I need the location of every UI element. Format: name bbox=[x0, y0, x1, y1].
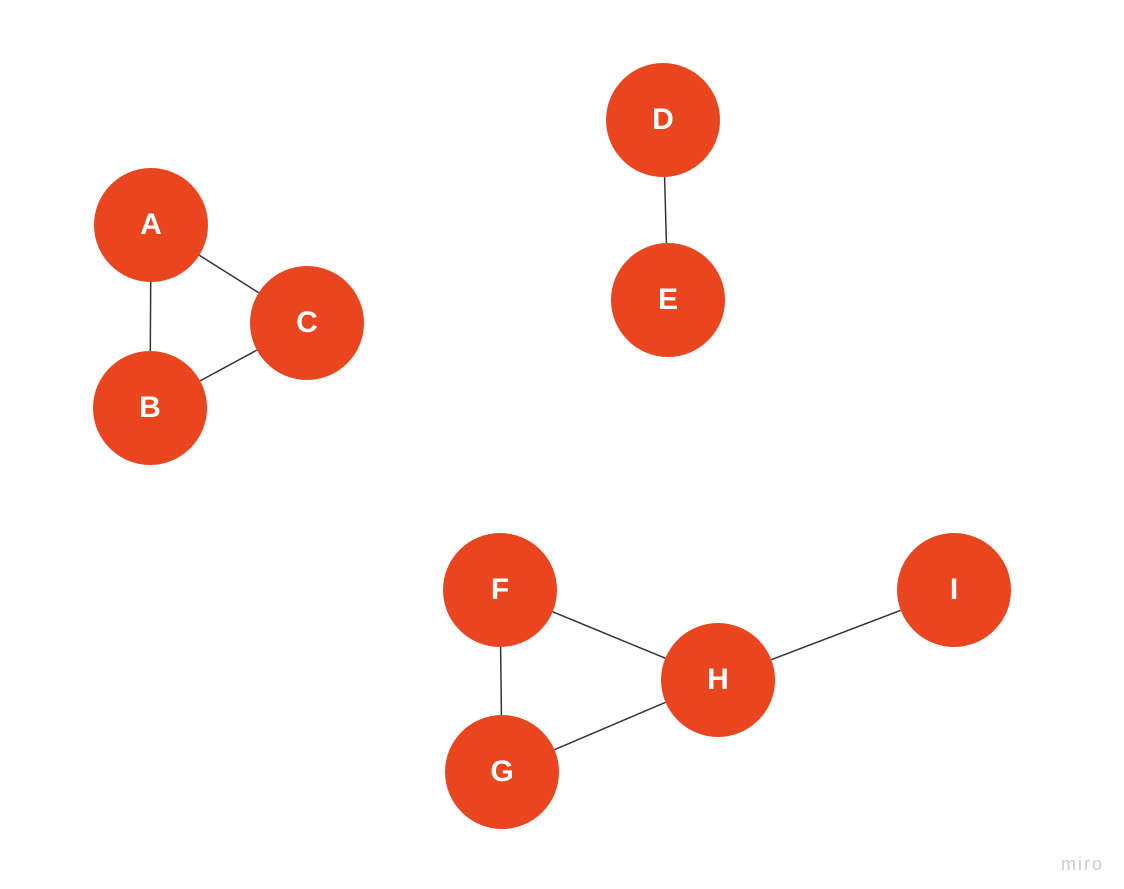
edge-B-C bbox=[200, 350, 257, 381]
node-label: I bbox=[950, 573, 958, 607]
node-label: A bbox=[140, 208, 162, 242]
node-E[interactable]: E bbox=[611, 243, 725, 357]
edge-F-H bbox=[553, 612, 666, 658]
node-label: F bbox=[491, 573, 509, 607]
node-C[interactable]: C bbox=[250, 266, 364, 380]
node-label: B bbox=[139, 391, 161, 425]
node-label: H bbox=[707, 663, 729, 697]
node-label: C bbox=[296, 306, 318, 340]
node-F[interactable]: F bbox=[443, 533, 557, 647]
watermark-text: miro bbox=[1061, 854, 1104, 875]
node-D[interactable]: D bbox=[606, 63, 720, 177]
node-H[interactable]: H bbox=[661, 623, 775, 737]
edge-F-G bbox=[501, 647, 502, 715]
node-label: D bbox=[652, 103, 674, 137]
node-G[interactable]: G bbox=[445, 715, 559, 829]
node-label: E bbox=[658, 283, 678, 317]
edge-A-C bbox=[199, 255, 258, 292]
node-label: G bbox=[490, 755, 513, 789]
edge-D-E bbox=[665, 177, 667, 243]
edge-H-I bbox=[771, 610, 900, 659]
node-A[interactable]: A bbox=[94, 168, 208, 282]
node-B[interactable]: B bbox=[93, 351, 207, 465]
edge-G-H bbox=[554, 702, 665, 749]
diagram-canvas: A B C D E F G H I miro bbox=[0, 0, 1124, 889]
node-I[interactable]: I bbox=[897, 533, 1011, 647]
